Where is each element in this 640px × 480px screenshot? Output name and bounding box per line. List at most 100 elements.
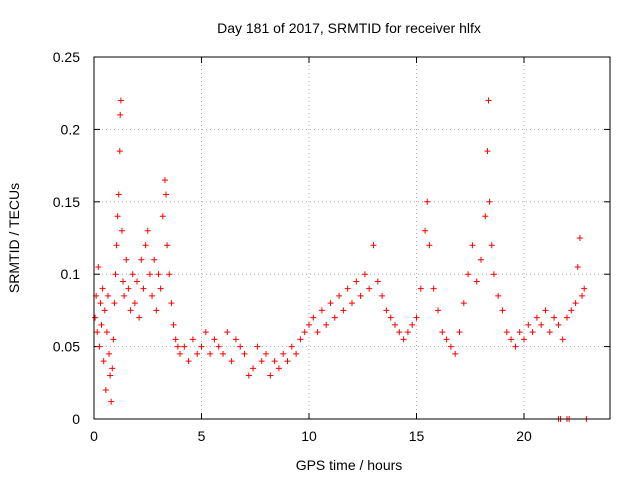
data-point xyxy=(107,372,114,379)
data-point xyxy=(542,307,549,314)
data-point xyxy=(250,365,257,372)
data-point xyxy=(465,271,472,278)
data-point xyxy=(409,321,416,328)
data-point xyxy=(508,336,515,343)
data-point xyxy=(117,97,124,104)
data-point xyxy=(460,300,467,307)
x-tick-label: 15 xyxy=(409,428,425,444)
data-point xyxy=(422,227,429,234)
data-point xyxy=(224,329,231,336)
data-point xyxy=(280,350,287,357)
chart-title: Day 181 of 2017, SRMTID for receiver hlf… xyxy=(217,20,481,36)
data-point xyxy=(94,329,101,336)
data-point xyxy=(174,343,181,350)
data-point xyxy=(241,350,248,357)
data-point xyxy=(164,242,171,249)
data-point xyxy=(220,350,226,357)
data-point xyxy=(435,307,441,314)
data-point xyxy=(357,292,364,299)
data-point xyxy=(396,329,403,336)
x-tick-label: 10 xyxy=(301,428,317,444)
data-point xyxy=(113,242,120,249)
plot-frame xyxy=(93,56,611,420)
data-point xyxy=(189,336,196,343)
data-point xyxy=(579,292,586,299)
data-point xyxy=(392,321,398,328)
data-point xyxy=(129,271,136,278)
data-point xyxy=(106,350,113,357)
data-point xyxy=(118,227,125,234)
data-point xyxy=(108,398,115,405)
data-point xyxy=(96,343,103,350)
data-point xyxy=(525,321,532,328)
data-point xyxy=(101,307,108,314)
data-point xyxy=(572,300,579,307)
x-tick-label: 0 xyxy=(90,428,98,444)
data-point xyxy=(114,213,121,220)
data-point xyxy=(104,292,111,299)
data-point xyxy=(120,278,127,285)
data-point xyxy=(123,256,130,263)
data-point xyxy=(495,292,502,299)
data-point xyxy=(301,329,308,336)
x-tick-label: 20 xyxy=(516,428,532,444)
data-point xyxy=(366,285,373,292)
data-point xyxy=(102,387,109,394)
data-point xyxy=(478,256,484,263)
data-point xyxy=(97,300,104,307)
data-point xyxy=(168,300,175,307)
data-point xyxy=(95,263,102,270)
data-point xyxy=(172,336,179,343)
data-point xyxy=(581,285,588,292)
data-point xyxy=(288,343,295,350)
data-point xyxy=(112,271,119,278)
data-point xyxy=(293,350,300,357)
data-point xyxy=(344,285,351,292)
data-point xyxy=(439,329,446,336)
y-tick-labels: 0 0.05 0.1 0.15 0.2 0.25 xyxy=(53,49,80,427)
data-point xyxy=(194,350,201,357)
data-point xyxy=(138,256,145,263)
data-point xyxy=(232,336,239,343)
data-point xyxy=(331,314,338,321)
data-point xyxy=(92,314,99,321)
data-point xyxy=(267,372,274,379)
data-point xyxy=(473,278,480,285)
data-point xyxy=(430,285,437,292)
data-point xyxy=(318,307,325,314)
data-point xyxy=(484,148,491,155)
data-point xyxy=(142,242,149,249)
data-point xyxy=(443,336,450,343)
y-tick-label: 0 xyxy=(72,411,80,427)
data-point xyxy=(144,227,151,234)
data-point xyxy=(499,307,506,314)
data-point xyxy=(512,343,519,350)
x-tick-label: 5 xyxy=(198,428,206,444)
data-point xyxy=(151,256,158,263)
data-point xyxy=(254,343,261,350)
data-point xyxy=(546,329,553,336)
data-point xyxy=(310,314,317,321)
data-point xyxy=(424,198,431,205)
data-point xyxy=(228,358,235,365)
data-point xyxy=(486,198,493,205)
data-point xyxy=(284,358,291,365)
data-point xyxy=(115,191,122,198)
data-point xyxy=(340,307,347,314)
x-tick-labels: 0 5 10 15 20 xyxy=(90,428,532,444)
data-point xyxy=(136,314,143,321)
data-point xyxy=(490,271,497,278)
data-point xyxy=(555,321,562,328)
data-point xyxy=(413,314,420,321)
y-axis-label: SRMTID / TECUs xyxy=(6,183,22,293)
data-point xyxy=(207,350,214,357)
y-tick-label: 0.2 xyxy=(61,121,81,137)
data-point xyxy=(263,350,269,357)
data-point xyxy=(361,271,368,278)
data-point xyxy=(533,314,540,321)
y-tick-label: 0.1 xyxy=(61,266,81,282)
data-point xyxy=(482,213,489,220)
data-point xyxy=(110,336,117,343)
data-point xyxy=(306,321,312,328)
